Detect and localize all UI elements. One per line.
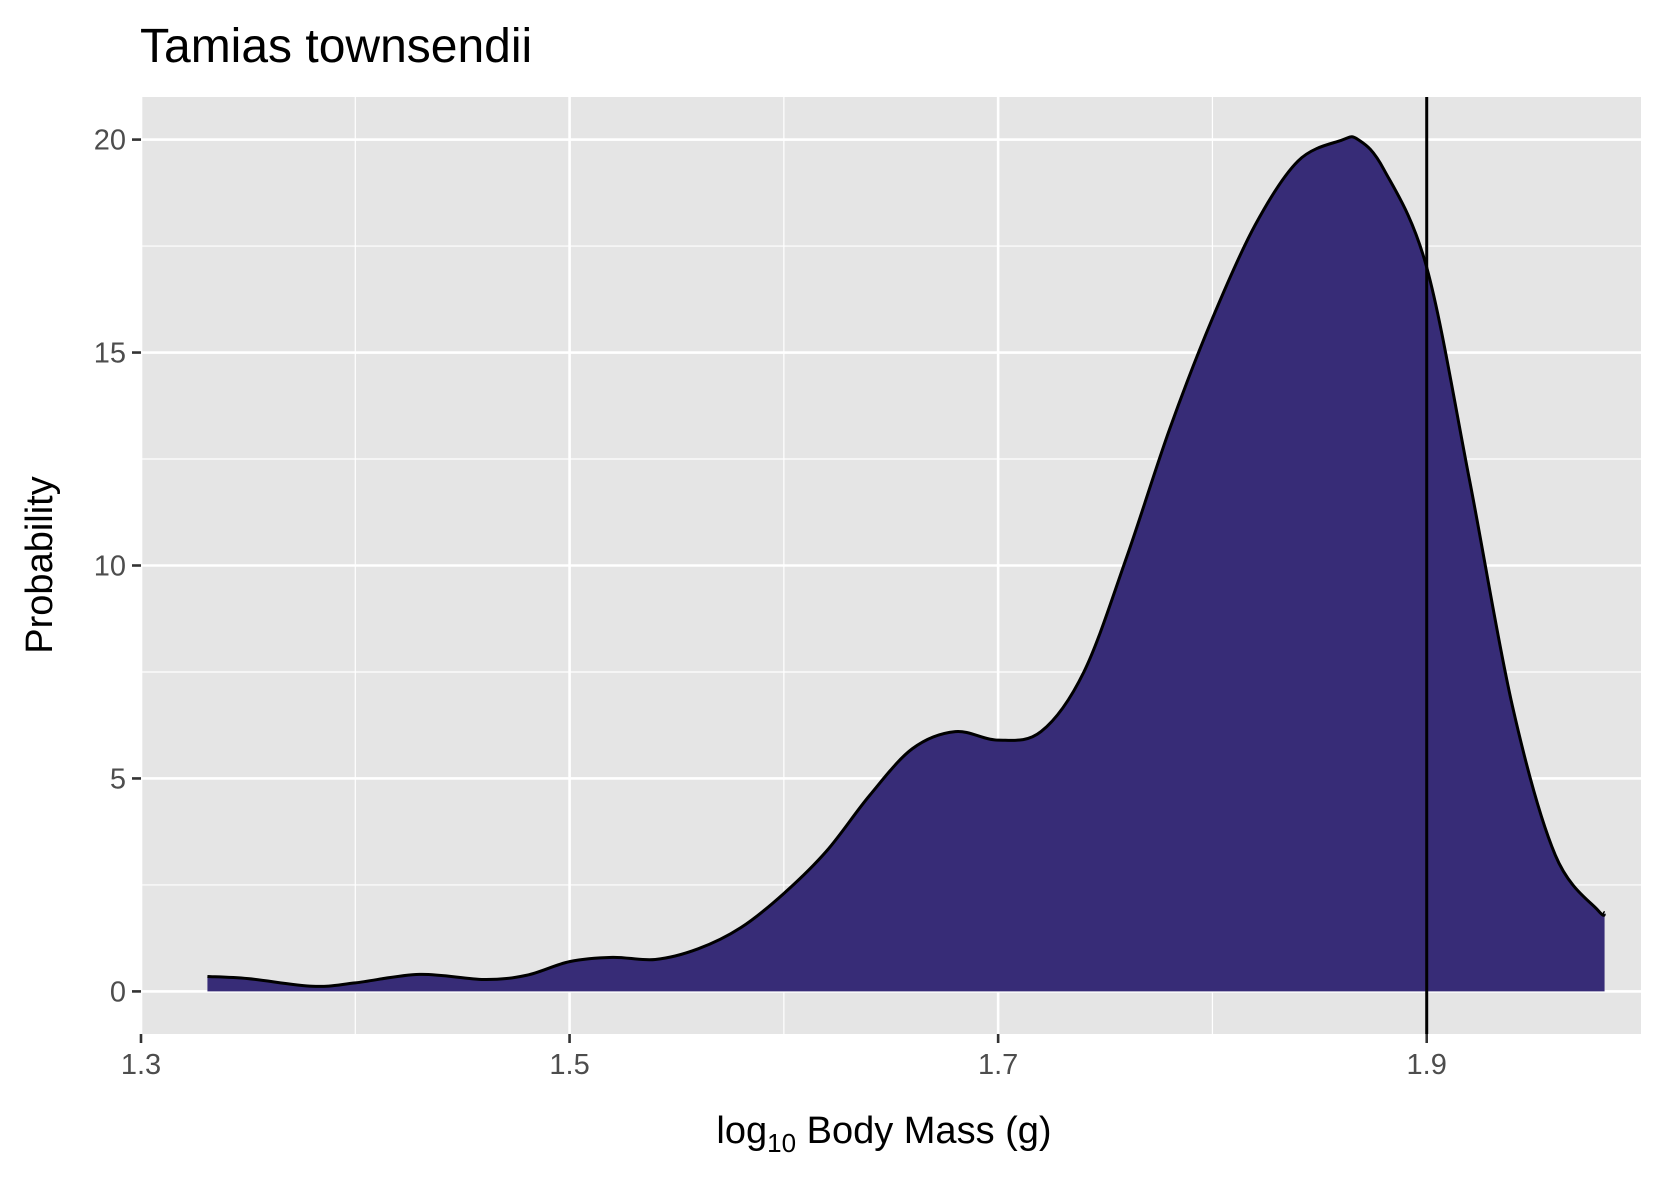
y-tick-label: 5 <box>110 763 126 795</box>
x-tick-label: 1.5 <box>549 1049 589 1081</box>
chart-title: Tamias townsendii <box>140 20 532 73</box>
y-axis: 0 5 10 15 20 <box>94 125 141 1008</box>
y-axis-title: Probability <box>19 476 61 653</box>
x-axis-title-prefix: log <box>716 1110 767 1152</box>
x-axis: 1.3 1.5 1.7 1.9 <box>121 1034 1447 1081</box>
y-tick-label: 15 <box>94 338 126 370</box>
y-tick-label: 0 <box>110 976 126 1008</box>
x-axis-title-subscript: 10 <box>767 1128 796 1158</box>
density-line <box>207 135 1607 988</box>
density-area <box>207 136 1605 992</box>
y-tick-label: 10 <box>94 551 126 583</box>
x-tick-label: 1.9 <box>1407 1049 1447 1081</box>
x-tick-label: 1.7 <box>978 1049 1018 1081</box>
x-axis-title-suffix: Body Mass (g) <box>796 1110 1052 1152</box>
x-axis-title: log10 Body Mass (g) <box>716 1110 1051 1158</box>
density-series <box>207 97 1607 1034</box>
y-tick-label: 20 <box>94 125 126 157</box>
x-tick-label: 1.3 <box>121 1049 161 1081</box>
